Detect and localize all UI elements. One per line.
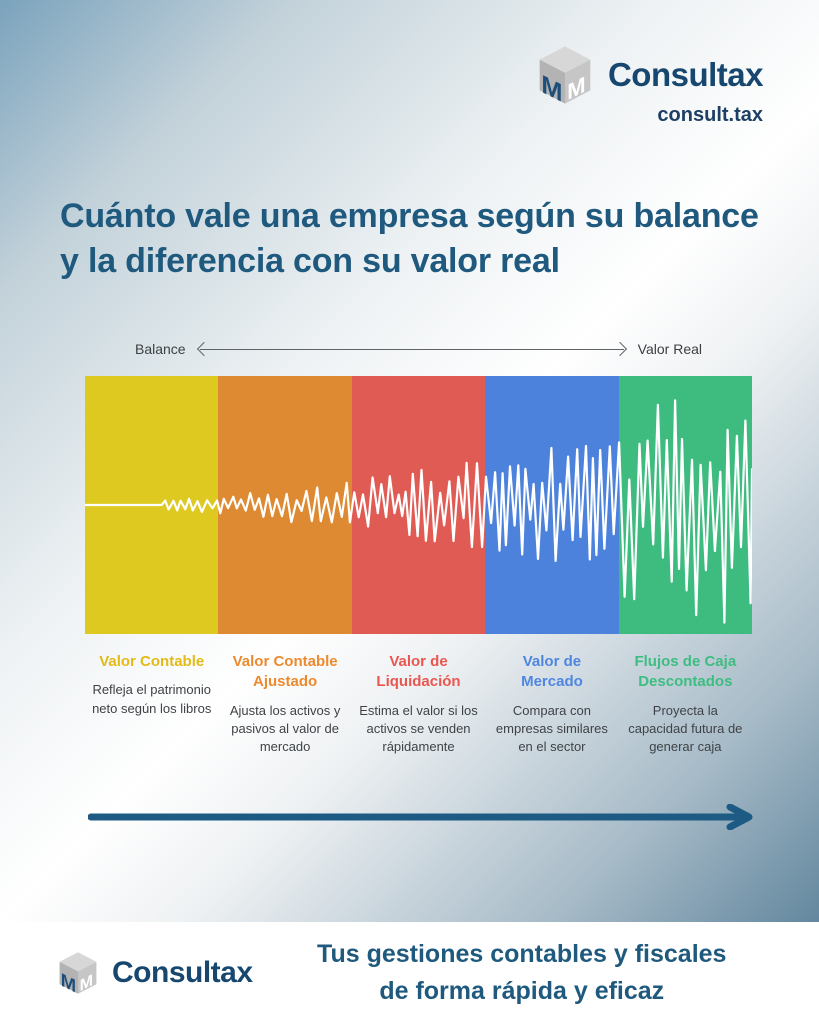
consultax-cube-icon: M M xyxy=(59,952,97,997)
waveform-line xyxy=(85,399,752,624)
svg-text:M: M xyxy=(61,969,76,997)
footer-brand: M M Consultax xyxy=(54,949,253,997)
method-valor-contable-ajustado: Valor Contable Ajustado Ajusta los activ… xyxy=(218,652,351,757)
method-desc: Refleja el patrimonio neto según los lib… xyxy=(92,682,212,716)
page-title-line1: Cuánto vale una empresa según su balance xyxy=(60,197,759,235)
right-arrow-icon xyxy=(88,804,753,830)
method-title: Valor Contable xyxy=(99,653,205,670)
brand-header: M M Consultax consult.tax xyxy=(532,42,764,127)
method-desc: Estima el valor si los activos se venden… xyxy=(359,702,478,755)
svg-text:M: M xyxy=(567,71,585,105)
brand-domain: consult.tax xyxy=(657,104,763,126)
method-valor-liquidacion: Valor de Liquidación Estima el valor si … xyxy=(352,652,485,757)
footer-brand-name: Consultax xyxy=(112,956,253,989)
svg-text:M: M xyxy=(541,69,562,108)
brand-text: Consultax consult.tax xyxy=(607,42,764,127)
footer-tagline-line1: Tus gestiones contables y fiscales xyxy=(317,939,727,968)
method-title: Valor de Liquidación xyxy=(376,653,461,691)
axis-label-valor-real: Valor Real xyxy=(637,341,702,357)
method-title: Valor de Mercado xyxy=(521,653,583,691)
method-flujos-caja: Flujos de Caja Descontados Proyecta la c… xyxy=(619,652,752,757)
footer-bar: M M Consultax Tus gestiones contables y … xyxy=(0,922,819,1024)
page-title: Cuánto vale una empresa según su balance… xyxy=(60,194,770,284)
brand-name: Consultax xyxy=(607,56,764,93)
axis-label-balance: Balance xyxy=(135,341,186,357)
method-title: Flujos de Caja Descontados xyxy=(634,653,737,691)
method-desc: Proyecta la capacidad futura de generar … xyxy=(628,702,743,755)
method-desc: Ajusta los activos y pasivos al valor de… xyxy=(229,702,341,755)
method-desc: Compara con empresas similares en el sec… xyxy=(495,702,608,755)
page-title-line2: y la diferencia con su valor real xyxy=(60,241,560,280)
method-labels-row: Valor Contable Refleja el patrimonio net… xyxy=(85,652,752,757)
footer-tagline-line2: de forma rápida y eficaz xyxy=(379,977,665,1005)
consultax-cube-icon: M M xyxy=(539,46,591,108)
axis-row: Balance Valor Real xyxy=(85,341,752,357)
double-arrow-icon xyxy=(199,348,624,350)
method-valor-contable: Valor Contable Refleja el patrimonio net… xyxy=(85,652,218,757)
method-title: Valor Contable Ajustado xyxy=(232,653,338,691)
footer-tagline: Tus gestiones contables y fiscales de fo… xyxy=(253,936,791,1011)
method-valor-mercado: Valor de Mercado Compara con empresas si… xyxy=(485,652,618,757)
valuation-chart xyxy=(85,376,753,634)
svg-text:M: M xyxy=(80,971,93,996)
